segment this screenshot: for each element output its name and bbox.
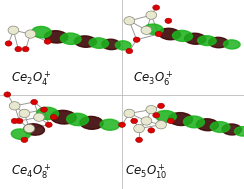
Ellipse shape xyxy=(115,41,131,50)
Text: $\mathit{Ce}_4\mathit{O}_8^+$: $\mathit{Ce}_4\mathit{O}_8^+$ xyxy=(11,163,52,181)
Circle shape xyxy=(165,18,172,23)
Circle shape xyxy=(44,39,51,44)
Ellipse shape xyxy=(183,116,204,128)
Circle shape xyxy=(146,105,157,114)
Text: $\mathit{Ce}_3\mathit{O}_6^+$: $\mathit{Ce}_3\mathit{O}_6^+$ xyxy=(133,69,174,88)
Ellipse shape xyxy=(209,37,228,48)
Circle shape xyxy=(146,11,157,19)
Circle shape xyxy=(167,118,174,124)
Circle shape xyxy=(8,26,19,34)
Ellipse shape xyxy=(184,33,206,44)
Circle shape xyxy=(11,118,18,124)
Ellipse shape xyxy=(37,107,59,120)
Circle shape xyxy=(34,113,44,121)
Ellipse shape xyxy=(169,113,193,125)
Ellipse shape xyxy=(100,119,120,130)
Circle shape xyxy=(41,107,47,112)
Ellipse shape xyxy=(222,124,242,135)
Ellipse shape xyxy=(173,30,193,41)
Ellipse shape xyxy=(156,111,176,122)
Ellipse shape xyxy=(210,122,230,132)
Ellipse shape xyxy=(32,26,51,38)
Circle shape xyxy=(134,124,144,133)
Circle shape xyxy=(158,103,164,108)
Ellipse shape xyxy=(159,28,181,40)
Circle shape xyxy=(19,109,30,118)
Ellipse shape xyxy=(224,40,240,49)
Ellipse shape xyxy=(24,124,44,135)
Ellipse shape xyxy=(102,39,120,50)
Circle shape xyxy=(148,128,155,133)
Circle shape xyxy=(24,124,35,133)
Ellipse shape xyxy=(234,127,244,136)
Circle shape xyxy=(45,122,52,127)
Circle shape xyxy=(9,102,20,110)
Circle shape xyxy=(124,109,135,118)
Circle shape xyxy=(22,46,29,52)
Circle shape xyxy=(136,137,142,143)
Circle shape xyxy=(15,46,22,52)
Circle shape xyxy=(16,118,23,124)
Ellipse shape xyxy=(74,36,96,47)
Circle shape xyxy=(31,99,38,105)
Circle shape xyxy=(153,5,160,10)
Circle shape xyxy=(141,117,152,125)
Circle shape xyxy=(156,121,166,129)
Ellipse shape xyxy=(45,31,68,43)
Ellipse shape xyxy=(89,38,109,48)
Text: $\mathit{Ce}_5\mathit{O}_{10}^+$: $\mathit{Ce}_5\mathit{O}_{10}^+$ xyxy=(125,163,167,181)
Circle shape xyxy=(50,115,57,120)
Circle shape xyxy=(25,30,36,38)
Ellipse shape xyxy=(51,110,76,124)
Ellipse shape xyxy=(61,33,81,44)
Circle shape xyxy=(126,48,133,54)
Circle shape xyxy=(141,26,152,34)
Circle shape xyxy=(131,118,138,124)
Ellipse shape xyxy=(198,36,216,46)
Circle shape xyxy=(133,37,140,42)
Ellipse shape xyxy=(11,129,30,139)
Circle shape xyxy=(4,92,11,97)
Circle shape xyxy=(5,41,12,46)
Ellipse shape xyxy=(67,113,89,126)
Ellipse shape xyxy=(80,116,103,129)
Circle shape xyxy=(119,122,125,127)
Circle shape xyxy=(155,31,162,37)
Text: $\mathit{Ce}_2\mathit{O}_4^+$: $\mathit{Ce}_2\mathit{O}_4^+$ xyxy=(11,69,52,88)
Circle shape xyxy=(124,17,135,25)
Ellipse shape xyxy=(144,24,163,35)
Circle shape xyxy=(21,137,28,143)
Circle shape xyxy=(153,113,160,118)
Ellipse shape xyxy=(196,119,218,131)
